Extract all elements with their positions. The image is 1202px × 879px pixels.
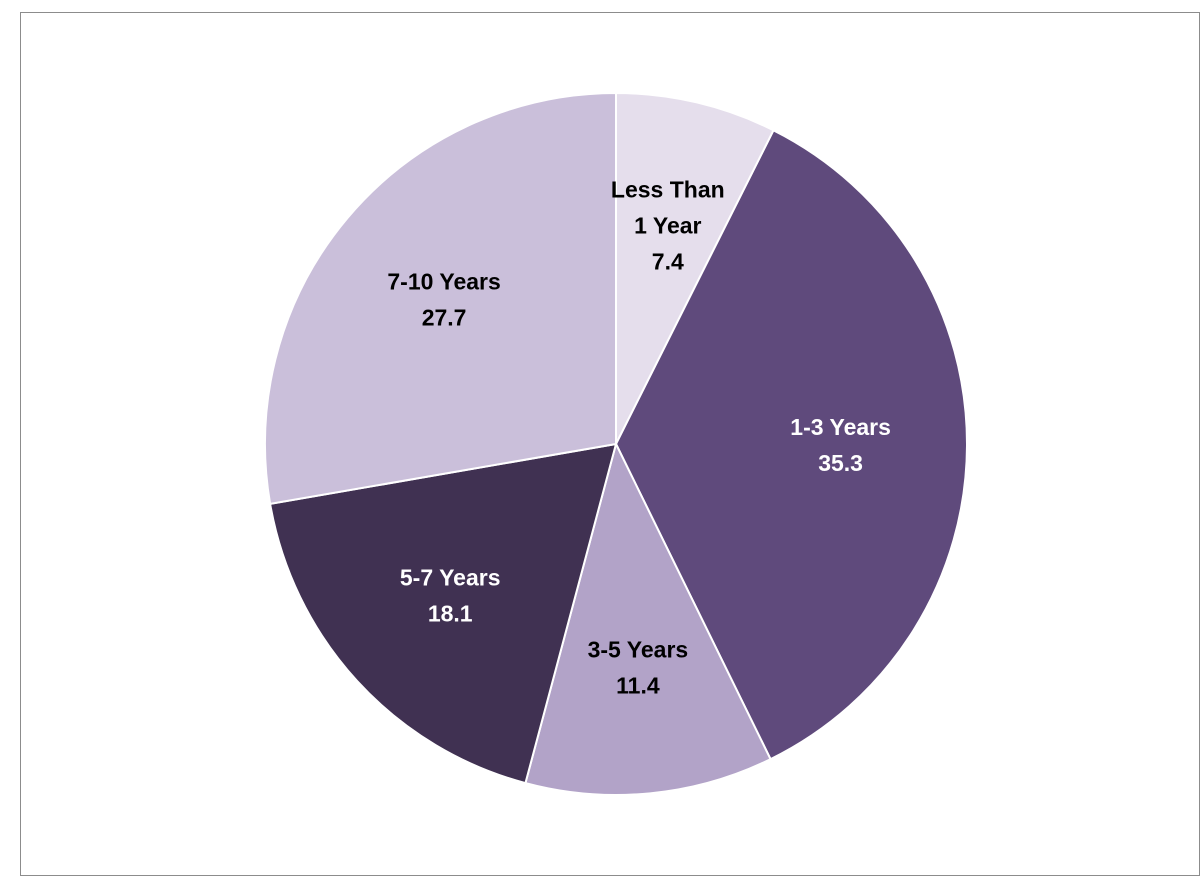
slice-label: 1-3 Years 35.3 [790,414,891,476]
slice-label-text: Less Than [611,176,725,202]
slice-label-text: 3-5 Years [588,637,689,663]
slice-value-label: 27.7 [422,304,467,330]
slice-label-text: 5-7 Years [400,565,501,591]
slice-value-label: 35.3 [818,450,863,476]
pie-slice [615,91,775,445]
pie-slices [263,91,969,796]
slice-value-label: 11.4 [616,673,660,699]
slice-value-label: 7.4 [652,248,684,274]
pie-slice [268,442,618,785]
slice-label: 3-5 Years 11.4 [588,637,689,699]
pie-labels: Less Than 1 Year 7.4 1-3 Years 35.3 3-5 Years… [387,176,891,698]
pie-slice [263,91,617,506]
pie-slice [524,441,772,796]
pie-slice [614,128,969,761]
slice-label: 5-7 Years 18.1 [400,565,501,627]
slice-label-text: 1 Year [634,212,701,238]
slice-label-text: 7-10 Years [387,268,500,294]
slice-label: 7-10 Years 27.7 [387,268,500,330]
slice-value-label: 18.1 [428,601,473,627]
slice-label-text: 1-3 Years [790,414,891,440]
slice-label: Less Than 1 Year 7.4 [611,176,725,274]
